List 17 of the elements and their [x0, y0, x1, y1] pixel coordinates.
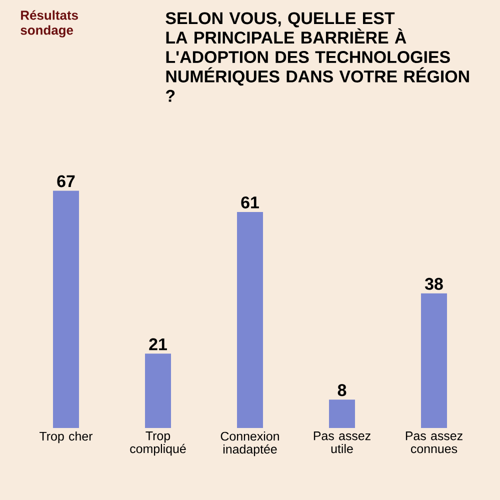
bar [237, 212, 264, 428]
bar [145, 354, 171, 428]
bar [421, 293, 448, 428]
data-label: 38 [424, 278, 443, 290]
x-tick-label: Pas assez utile [314, 432, 370, 454]
x-tick-label: Connexion inadaptée [220, 432, 279, 456]
chart-subtitle: Résultats sondage [20, 10, 78, 38]
x-tick-label: Pas assez connues [406, 432, 462, 454]
bar [53, 190, 79, 428]
data-label: 67 [57, 175, 75, 188]
data-label: 8 [338, 384, 346, 396]
x-tick-label: Trop cher [40, 432, 93, 444]
x-tick-label: Trop compliqué [130, 432, 186, 456]
chart-title: SELON VOUS, QUELLE EST LA PRINCIPALE BARRIÈRE À L'ADOPTION DES TECHNOLOGIES NUMÉRIQUES DANS VOTRE RÉGION ? [166, 12, 469, 102]
data-label: 21 [149, 338, 167, 350]
bar [329, 400, 356, 428]
data-label: 61 [241, 196, 259, 208]
